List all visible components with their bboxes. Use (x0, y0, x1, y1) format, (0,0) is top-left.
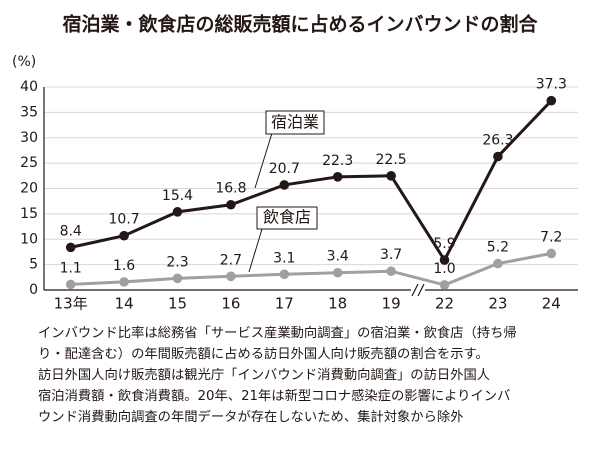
data-label: 3.1 (273, 250, 295, 266)
data-point (546, 248, 557, 259)
data-label: 1.6 (113, 258, 135, 274)
chart-title: 宿泊業・飲食店の総販売額に占めるインバウンドの割合 (62, 13, 538, 36)
x-tick-label: 24 (542, 295, 561, 313)
y-tick-label: 15 (20, 206, 38, 222)
data-point (226, 199, 236, 210)
x-tick-label: 19 (382, 295, 401, 313)
data-point (493, 151, 503, 162)
footnote-line: ウンド消費動向調査の年間データが存在しないため、集計対象から除外 (38, 408, 464, 425)
plot-area: 0 5 10 15 20 25 30 35 40 13年 14 15 16 17 18 19 22 23 24 8.4… (20, 77, 578, 313)
data-point (439, 255, 450, 265)
data-point (332, 172, 343, 182)
data-label: 20.7 (269, 161, 300, 177)
data-label: 1.1 (60, 260, 82, 276)
data-point (439, 280, 450, 290)
legend-label: 宿泊業 (271, 113, 319, 132)
data-label: 5.9 (433, 236, 455, 252)
data-label: 22.5 (376, 152, 407, 168)
data-label: 2.3 (166, 254, 188, 270)
data-label: 3.4 (327, 249, 349, 265)
callout-leader (254, 132, 273, 189)
footnote: インバウンド比率は総務省「サービス産業動向調査」の宿泊業・飲食店（持ち帰り・配達… (38, 324, 517, 425)
data-point (386, 171, 396, 181)
footnote-line: 訪日外国人向け販売額は観光庁「インバウンド消費動向調査」の訪日外国人 (38, 366, 490, 383)
data-point (279, 269, 290, 280)
data-label: 22.3 (322, 153, 353, 169)
footnote-line: り・配達含む）の年間販売額に占める訪日外国人向け販売額の割合を示す。 (38, 345, 489, 362)
y-tick-label: 35 (20, 104, 38, 120)
callout-box (265, 110, 325, 135)
data-point (386, 266, 396, 277)
x-tick-label: 16 (221, 295, 240, 313)
data-point (172, 273, 183, 284)
y-tick-label: 0 (29, 282, 38, 298)
callout-box (256, 206, 318, 230)
data-label: 5.2 (487, 240, 509, 256)
footnote-line: インバウンド比率は総務省「サービス産業動向調査」の宿泊業・飲食店（持ち帰 (38, 324, 517, 341)
y-tick-label: 25 (20, 155, 38, 171)
data-label: 8.4 (60, 223, 82, 239)
y-tick-label: 5 (29, 257, 38, 273)
series-line (70, 251, 552, 287)
y-tick-label: 30 (20, 130, 38, 146)
data-point (546, 95, 557, 106)
x-tick-label: 14 (115, 295, 134, 313)
x-tick-label: 23 (488, 295, 507, 313)
y-axis-label: (%) (12, 54, 36, 70)
data-point (65, 279, 76, 290)
data-point (119, 230, 129, 241)
x-tick-label: 13年 (54, 295, 88, 313)
data-point (172, 207, 183, 217)
data-point (493, 258, 503, 269)
x-tick-label: 18 (328, 295, 347, 313)
x-tick-label: 15 (168, 295, 187, 313)
data-label: 10.7 (109, 212, 140, 228)
x-tick-label: 17 (275, 295, 294, 313)
x-tick-label: 22 (435, 295, 454, 313)
data-label: 15.4 (162, 188, 193, 204)
data-label: 37.3 (536, 77, 567, 93)
callout-leader (248, 228, 263, 273)
data-label: 3.7 (380, 247, 402, 263)
data-label: 2.7 (220, 252, 242, 268)
y-tick-label: 10 (20, 231, 38, 247)
data-label: 1.0 (433, 261, 455, 277)
legend-label: 飲食店 (263, 208, 311, 227)
y-tick-label: 40 (20, 79, 38, 95)
data-point (332, 267, 343, 278)
y-tick-label: 20 (20, 181, 38, 197)
data-point (65, 242, 76, 253)
series-line (70, 99, 553, 264)
data-label: 7.2 (540, 229, 562, 245)
footnote-line: 宿泊消費額・飲食消費額。20年、21年は新型コロナ感染症の影響によりインバ (38, 387, 510, 404)
data-point (279, 180, 290, 190)
data-label: 16.8 (215, 181, 246, 197)
data-point (119, 277, 129, 287)
axis-break (411, 282, 425, 298)
data-label: 26.3 (482, 133, 513, 149)
data-point (226, 271, 236, 282)
